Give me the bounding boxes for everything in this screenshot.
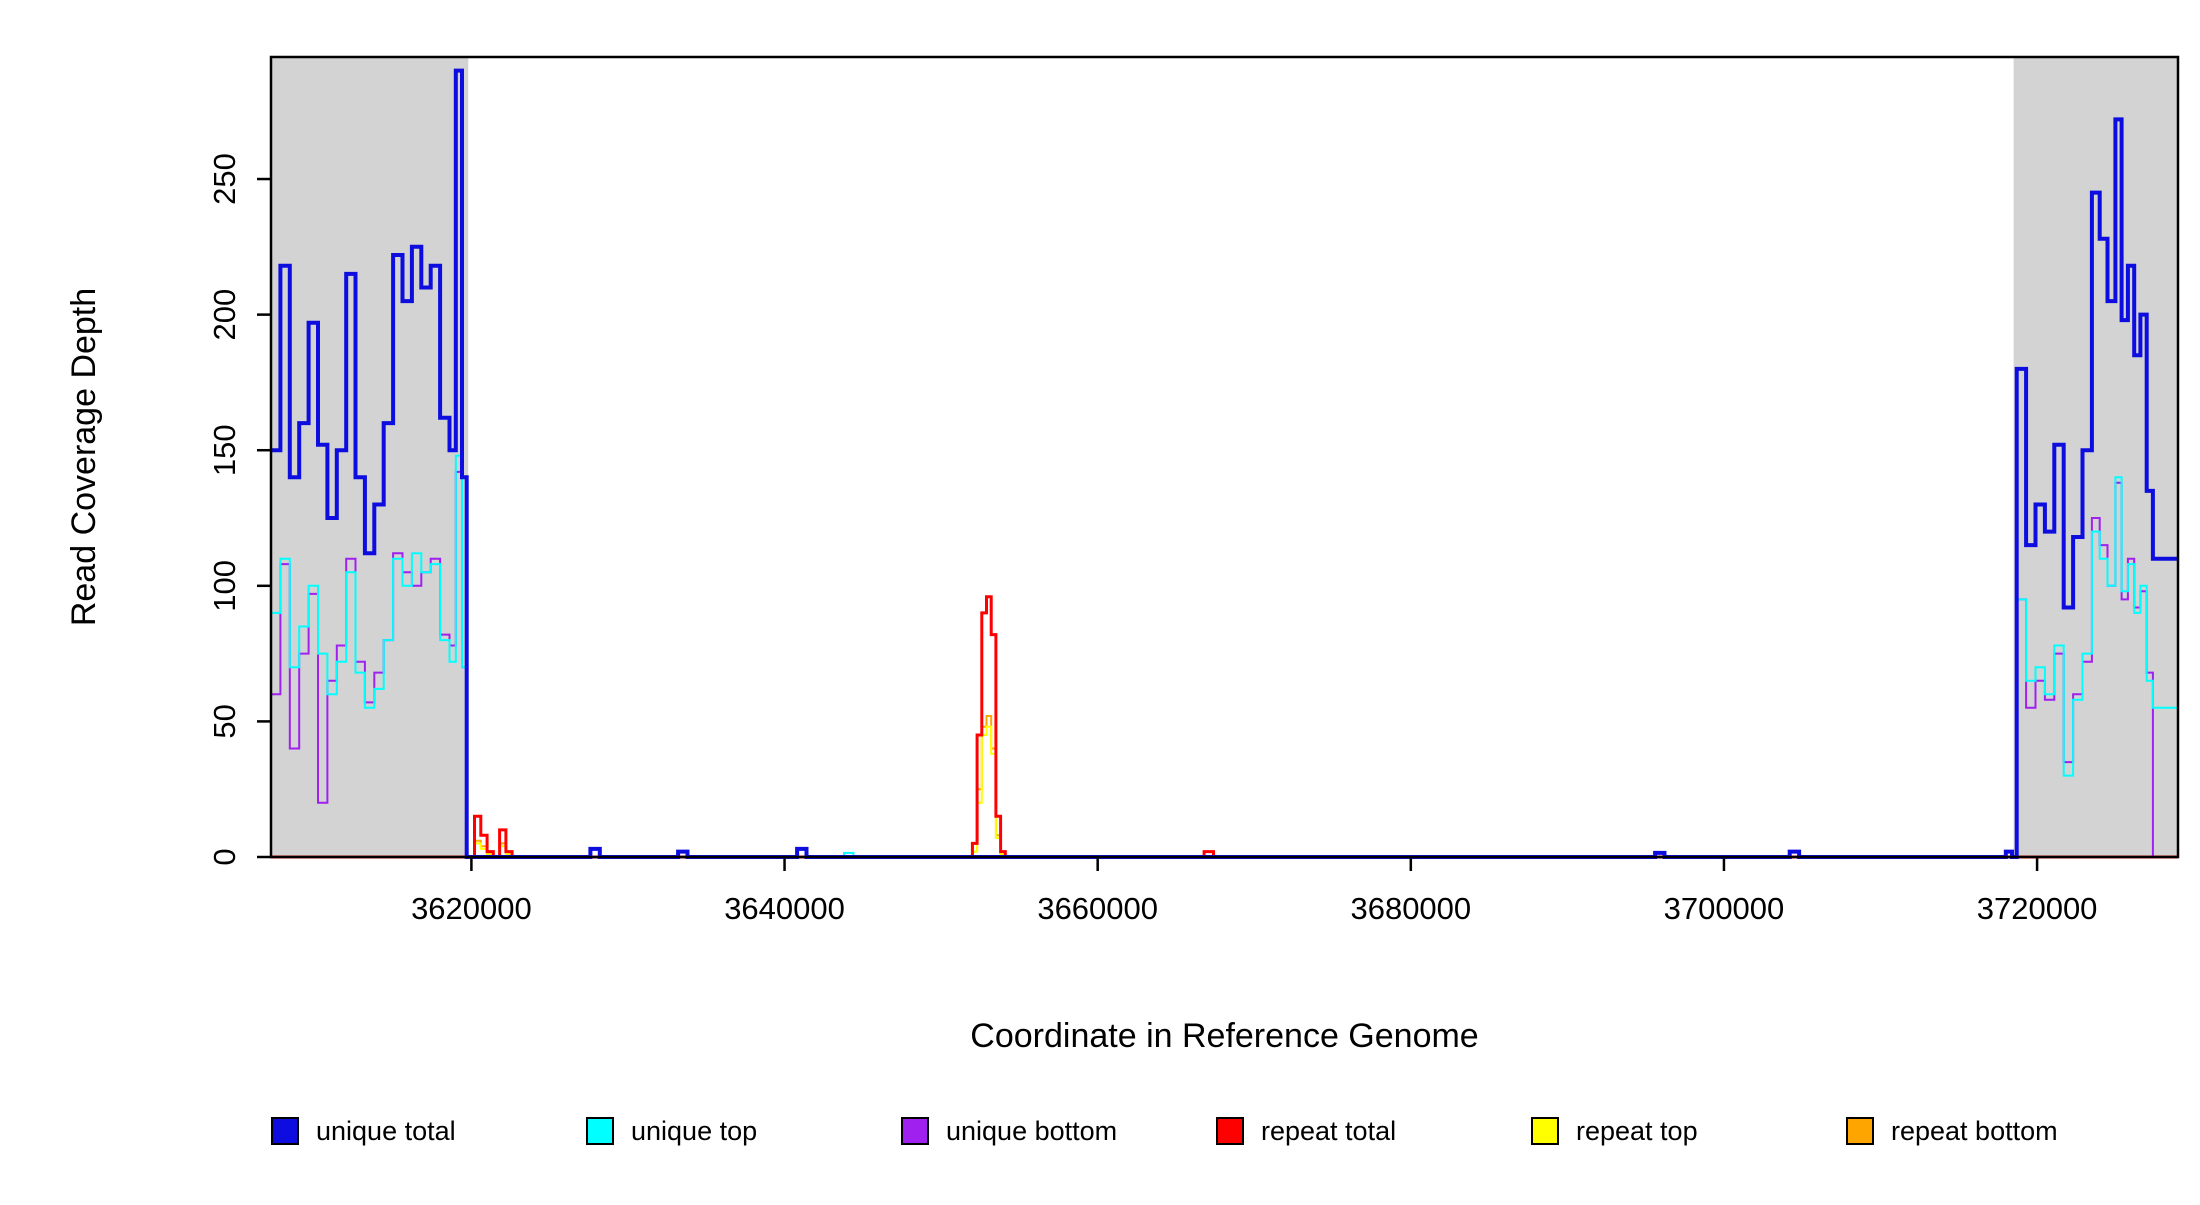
legend-swatch-unique-bottom (901, 1117, 929, 1145)
x-tick-label: 3720000 (1977, 891, 2098, 926)
legend-label-unique-total: unique total (316, 1116, 456, 1146)
y-tick-label: 50 (207, 704, 242, 738)
x-tick-label: 3680000 (1350, 891, 1471, 926)
y-tick-label: 250 (207, 153, 242, 205)
x-tick-label: 3660000 (1037, 891, 1158, 926)
legend-swatch-unique-top (586, 1117, 614, 1145)
x-tick-label: 3700000 (1664, 891, 1785, 926)
legend-swatch-repeat-top (1531, 1117, 1559, 1145)
legend-swatch-repeat-total (1216, 1117, 1244, 1145)
series-unique-bottom (271, 470, 2178, 858)
legend-label-repeat-top: repeat top (1576, 1116, 1698, 1146)
series-unique-total (271, 68, 2178, 859)
series-repeat-top (271, 725, 2178, 858)
x-axis-title: Coordinate in Reference Genome (970, 1017, 1478, 1055)
legend-swatch-repeat-bottom (1846, 1117, 1874, 1145)
y-tick-label: 200 (207, 289, 242, 341)
shaded-region (2013, 57, 2178, 857)
legend-label-repeat-bottom: repeat bottom (1891, 1116, 2058, 1146)
y-tick-label: 150 (207, 424, 242, 476)
x-tick-label: 3640000 (724, 891, 845, 926)
legend-swatch-unique-total (271, 1117, 299, 1145)
series-repeat-bottom (271, 715, 2178, 858)
shaded-region (271, 57, 469, 857)
series-unique-top (271, 454, 2178, 858)
legend-label-unique-bottom: unique bottom (946, 1116, 1117, 1146)
y-tick-label: 0 (207, 848, 242, 865)
y-axis-title: Read Coverage Depth (65, 288, 103, 626)
y-tick-label: 100 (207, 560, 242, 612)
legend-label-unique-top: unique top (631, 1116, 757, 1146)
x-tick-label: 3620000 (411, 891, 532, 926)
legend-label-repeat-total: repeat total (1261, 1116, 1396, 1146)
plot-border (269, 55, 2180, 859)
series-repeat-total (271, 595, 2178, 859)
